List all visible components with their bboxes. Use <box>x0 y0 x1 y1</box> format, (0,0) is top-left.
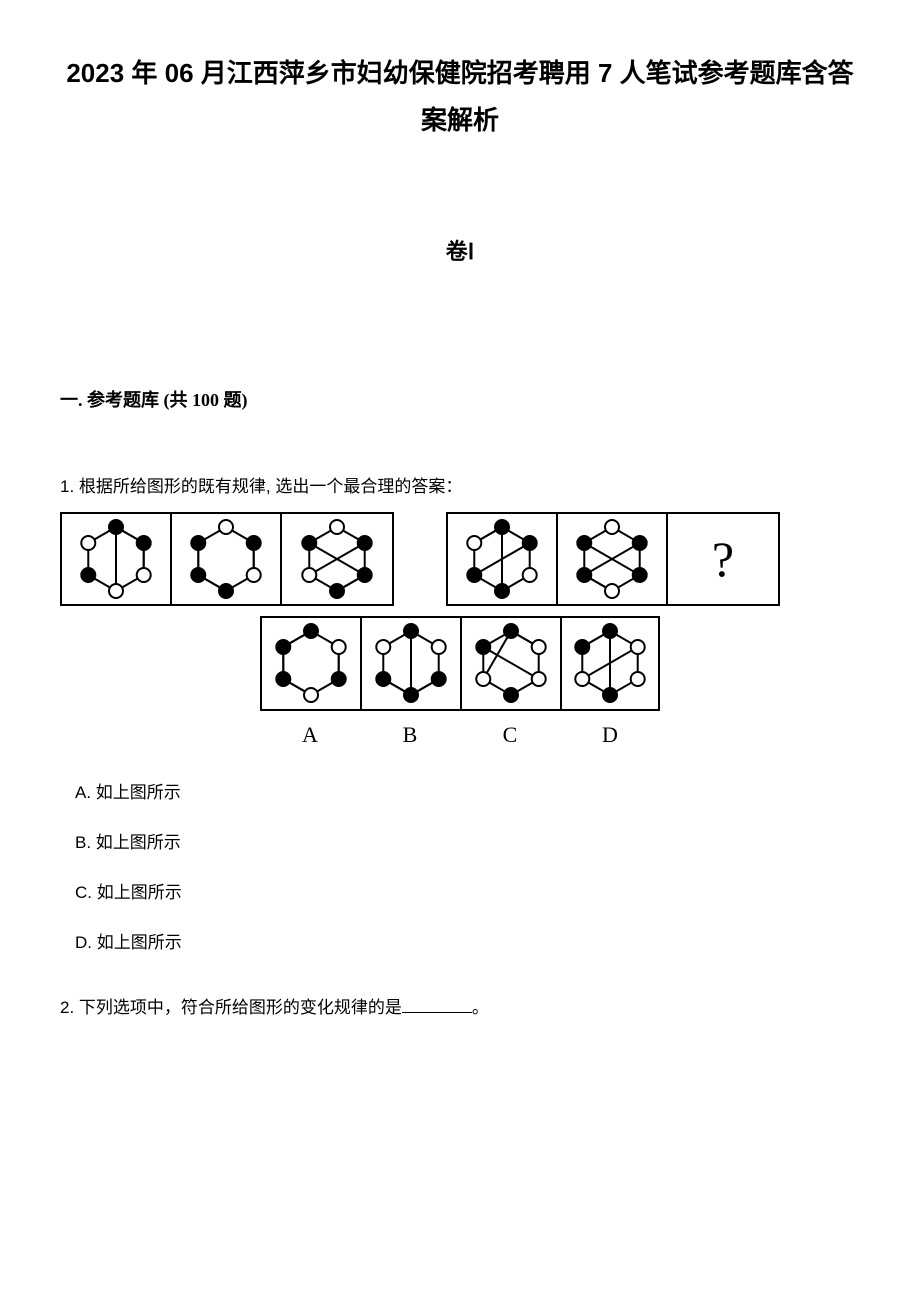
label-A: A <box>260 716 360 748</box>
q1-fig-5 <box>558 514 668 604</box>
q1-group-left <box>60 512 394 606</box>
q1-fig-1 <box>62 514 172 604</box>
q1-option-C: C. 如上图所示 <box>75 878 860 903</box>
volume-label: 卷Ⅰ <box>60 234 860 266</box>
q2-stem: 2. 下列选项中，符合所给图形的变化规律的是 。 <box>60 993 860 1018</box>
q1-stem: 1. 根据所给图形的既有规律, 选出一个最合理的答案： <box>60 472 860 497</box>
q1-fig-3 <box>282 514 392 604</box>
q1-fig-2 <box>172 514 282 604</box>
q1-figure-row-top: ? <box>60 512 860 606</box>
q1-ans-B <box>360 616 460 711</box>
q1-answer-labels: A B C D <box>60 716 860 748</box>
q1-ans-D <box>560 616 660 711</box>
q1-group-right: ? <box>446 512 780 606</box>
q1-fig-4 <box>448 514 558 604</box>
label-D: D <box>560 716 660 748</box>
q1-option-A: A. 如上图所示 <box>75 778 860 803</box>
q2-stem-pre: 2. 下列选项中，符合所给图形的变化规律的是 <box>60 998 402 1017</box>
page-title: 2023 年 06 月江西萍乡市妇幼保健院招考聘用 7 人笔试参考题库含答案解析 <box>60 50 860 144</box>
q1-fig-qmark: ? <box>668 514 778 604</box>
q2-stem-post: 。 <box>472 998 489 1017</box>
q1-ans-A <box>260 616 360 711</box>
label-B: B <box>360 716 460 748</box>
question-mark: ? <box>712 530 734 588</box>
label-C: C <box>460 716 560 748</box>
q1-ans-C <box>460 616 560 711</box>
section-header: 一. 参考题库 (共 100 题) <box>60 386 860 412</box>
q1-answer-row <box>60 616 860 711</box>
q1-option-D: D. 如上图所示 <box>75 928 860 953</box>
q1-option-B: B. 如上图所示 <box>75 828 860 853</box>
q2-blank <box>402 996 472 1013</box>
